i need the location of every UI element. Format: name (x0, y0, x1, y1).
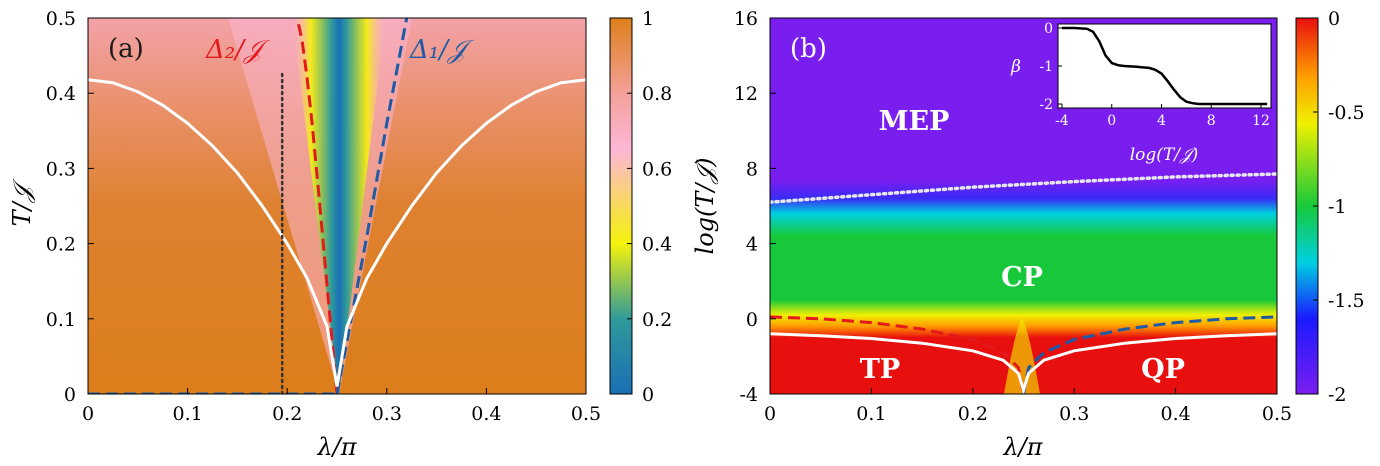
inset-y-ticks: 0 -1 -2 (1039, 21, 1062, 113)
panel-b-colorbar-label: -1.5 (1328, 290, 1365, 312)
inset-lines (1062, 26, 1268, 106)
panel-a-colorbar-label: 0.4 (642, 234, 672, 256)
inset-ytick-label: -1 (1039, 59, 1053, 75)
panel-b-frame (769, 17, 1278, 395)
panel-a-ytick-label: 0.3 (46, 158, 76, 180)
panel-b-ytick-label: 12 (734, 83, 758, 105)
panel-b-colorbar-ticks: 0 -0.5 -1 -1.5 -2 (1313, 8, 1365, 406)
panel-a-colorbar-label: 1 (642, 8, 654, 30)
panel-b-lines (770, 172, 1277, 394)
region-tp: TP (860, 354, 900, 385)
panel-a-ytick-label: 0.2 (46, 234, 76, 256)
panel-a-lines (88, 18, 586, 394)
panel-a-frame (87, 17, 587, 395)
panel-b-x-ticks: 0 0.1 0.2 0.3 0.4 0.5 (764, 388, 1292, 425)
panel-a-ytick-label: 0.5 (46, 8, 76, 30)
panel-b-colorbar-label: 0 (1328, 8, 1340, 30)
panel-b-series-2 (1022, 315, 1277, 394)
panel-b-xtick-label: 0 (764, 403, 776, 425)
panel-b-ytick-label: 4 (746, 234, 758, 256)
panel-b: 0 0.1 0.2 0.3 0.4 0.5 -4 0 4 8 12 16 (b) MEP CP TP… (691, 8, 1365, 461)
inset-ylabel: β (1010, 57, 1021, 77)
panel-a-x-ticks: 0 0.1 0.2 0.3 0.4 0.5 (82, 388, 601, 425)
region-cp: CP (1001, 262, 1043, 293)
region-qp: QP (1141, 354, 1185, 385)
panel-b-ytick-label: 0 (746, 309, 758, 331)
panel-b-xlabel: λ/π (1002, 433, 1043, 461)
inset-beta-curve (1062, 26, 1268, 106)
panel-a-colorbar-label: 0 (642, 384, 654, 406)
inset-xlabel: log(T/𝒥) (1130, 145, 1199, 165)
panel-b-colorbar-label: -2 (1328, 384, 1347, 406)
panel-a-colorbar-label: 0.2 (642, 309, 672, 331)
panel-a-series-2 (88, 78, 586, 387)
delta1-label: Δ₁/𝒥 (409, 35, 475, 65)
panel-b-critical-dip (1004, 318, 1040, 394)
delta2-label: Δ₂/𝒥 (205, 35, 271, 65)
panel-b-series-0 (770, 172, 1277, 204)
panel-a-xtick-label: 0.3 (372, 403, 402, 425)
panel-a-ytick-label: 0.4 (46, 83, 76, 105)
panel-a-series-0 (295, 18, 339, 394)
panel-a-y-ticks: 0 0.1 0.2 0.3 0.4 0.5 (46, 8, 94, 406)
panel-b-xtick-label: 0.3 (1059, 403, 1089, 425)
inset-ytick-label: 0 (1044, 21, 1053, 37)
panel-b-ytick-label: 8 (746, 158, 758, 180)
panel-a-ylabel: T/𝒥 (8, 177, 36, 226)
panel-a-heatmap (88, 18, 586, 394)
panel-b-colorbar-label: -1 (1328, 196, 1347, 218)
panel-a-colorbar-label: 0.6 (642, 158, 672, 180)
panel-b-xtick-label: 0.4 (1160, 403, 1190, 425)
inset-xtick-label: 0 (1107, 113, 1116, 129)
inset-x-ticks: -4 0 4 8 12 (1055, 104, 1270, 129)
panel-a-xlabel: λ/π (316, 433, 357, 461)
inset-xtick-label: 12 (1252, 113, 1270, 129)
inset-xtick-label: 8 (1207, 113, 1216, 129)
inset-xtick-label: -4 (1055, 113, 1069, 129)
panel-a-ytick-label: 0.1 (46, 309, 76, 331)
panel-b-colorbar-label: -0.5 (1328, 102, 1365, 124)
panel-a-label: (a) (108, 34, 144, 64)
panel-b-ylabel: log(T/𝒥) (691, 158, 719, 255)
panel-a-xtick-label: 0.4 (471, 403, 501, 425)
region-mep: MEP (879, 106, 950, 137)
panel-b-xtick-label: 0.2 (958, 403, 988, 425)
panel-b-xtick-label: 0.5 (1262, 403, 1292, 425)
inset-ytick-label: -2 (1039, 97, 1053, 113)
panel-b-series-3 (770, 332, 1277, 394)
panel-a-colorbar-label: 0.8 (642, 83, 672, 105)
inset-frame (1057, 23, 1272, 109)
panel-a-series-1 (335, 18, 409, 394)
panel-a-colorbar-ticks: 0 0.2 0.4 0.6 0.8 1 (627, 8, 672, 406)
panel-a-xtick-label: 0.1 (172, 403, 202, 425)
panel-a: 0 0.1 0.2 0.3 0.4 0.5 0 0.1 0.2 0.3 0.4 0.5 (a) Δ₂… (8, 8, 672, 461)
panel-b-series-1 (770, 315, 1025, 394)
panel-b-y-ticks: -4 0 4 8 12 16 (734, 8, 776, 406)
panel-b-ytick-label: 16 (734, 8, 758, 30)
panel-b-ytick-label: -4 (739, 384, 758, 406)
panel-a-colorbar (609, 17, 633, 395)
panel-a-xtick-label: 0.5 (571, 403, 601, 425)
panel-a-xtick-label: 0 (82, 403, 94, 425)
panel-a-critical-fan (292, 18, 386, 394)
panel-b-inset: -4 0 4 8 12 0 -1 -2 log(T/𝒥) β (1010, 21, 1272, 165)
panel-b-xtick-label: 0.1 (856, 403, 886, 425)
panel-b-label: (b) (790, 34, 827, 64)
inset-xtick-label: 4 (1157, 113, 1166, 129)
panel-a-ytick-label: 0 (64, 384, 76, 406)
panel-a-xtick-label: 0.2 (272, 403, 302, 425)
